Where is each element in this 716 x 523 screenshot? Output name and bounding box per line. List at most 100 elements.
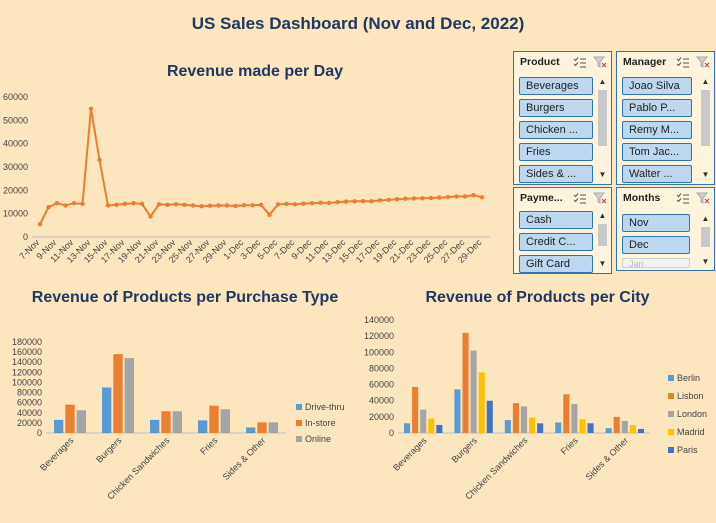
purchase-y-tick: 120000 — [12, 367, 42, 377]
months-item-nov[interactable]: Nov — [622, 214, 690, 232]
purchase-bar — [246, 427, 256, 433]
purchase-legend-label: In-store — [305, 418, 336, 428]
product-item-burgers[interactable]: Burgers — [519, 99, 593, 117]
city-legend-label: Berlin — [677, 373, 700, 383]
multi-select-icon[interactable] — [676, 191, 690, 204]
purchase-y-tick: 60000 — [17, 398, 42, 408]
city-bar — [504, 420, 511, 433]
revenue-point — [224, 203, 230, 208]
product-item-fries[interactable]: Fries — [519, 143, 593, 161]
city-y-tick: 100000 — [364, 347, 394, 357]
product-item-sides[interactable]: Sides & ... — [519, 165, 593, 183]
months-slicer[interactable]: Months Nov Dec Jan ▲ ▼ — [616, 187, 715, 271]
revenue-point — [360, 198, 366, 204]
revenue-point — [411, 196, 417, 201]
manager-item-1[interactable]: Joao Silva — [622, 77, 692, 95]
city-bar — [587, 423, 594, 433]
city-y-tick: 140000 — [364, 315, 394, 325]
revenue-point — [267, 212, 272, 218]
purchase-y-tick: 0 — [37, 428, 42, 438]
revenue-point — [437, 195, 442, 200]
payment-slicer[interactable]: Payme... Cash Credit C... Gift Card ▲ ▼ — [513, 187, 612, 274]
revenue-point — [156, 202, 162, 207]
manager-slicer-title: Manager — [623, 56, 667, 68]
manager-item-4[interactable]: Tom Jac... — [622, 143, 692, 161]
revenue-point — [309, 200, 315, 206]
revenue-point — [233, 203, 238, 209]
revenue-point — [190, 203, 196, 208]
city-legend-swatch — [668, 429, 674, 435]
line-y-tick: 60000 — [3, 92, 28, 102]
revenue-point — [462, 194, 468, 199]
purchase-y-tick: 180000 — [12, 337, 42, 347]
payment-scrollbar[interactable]: ▲ ▼ — [598, 211, 607, 268]
revenue-point — [292, 202, 298, 207]
purchase-bar — [209, 405, 219, 433]
manager-item-2[interactable]: Pablo P... — [622, 99, 692, 117]
months-item-jan[interactable]: Jan — [622, 258, 690, 268]
months-scrollbar[interactable]: ▲ ▼ — [701, 214, 710, 266]
revenue-point — [199, 204, 204, 209]
product-slicer[interactable]: Product Beverages Burgers Chicken ... Fr… — [513, 51, 612, 185]
purchase-bar — [268, 422, 278, 433]
revenue-point — [114, 202, 119, 207]
city-legend-label: Madrid — [677, 427, 705, 437]
revenue-point — [80, 201, 85, 207]
revenue-point — [394, 197, 400, 202]
purchase-bar — [113, 354, 123, 433]
clear-filter-icon[interactable] — [592, 55, 607, 68]
manager-item-5[interactable]: Walter ... — [622, 165, 692, 183]
revenue-point — [326, 200, 332, 206]
line-y-tick: 20000 — [3, 185, 28, 195]
months-item-dec[interactable]: Dec — [622, 236, 690, 254]
revenue-point — [46, 204, 51, 210]
revenue-point — [241, 203, 247, 208]
revenue-point — [369, 199, 374, 204]
city-bar — [512, 403, 519, 433]
city-category-label: Fries — [559, 435, 581, 457]
product-scrollbar[interactable]: ▲ ▼ — [598, 77, 607, 179]
purchase-y-tick: 140000 — [12, 357, 42, 367]
payment-item-cash[interactable]: Cash — [519, 211, 593, 229]
revenue-point — [420, 196, 425, 201]
line-y-tick: 40000 — [3, 139, 28, 149]
purchase-bar — [220, 409, 230, 433]
city-legend-label: Lisbon — [677, 391, 704, 401]
manager-slicer[interactable]: Manager Joao Silva Pablo P... Remy M... … — [616, 51, 715, 185]
city-bar — [462, 332, 469, 433]
revenue-point — [37, 221, 43, 227]
payment-item-credit[interactable]: Credit C... — [519, 233, 593, 251]
city-bar — [629, 424, 636, 433]
payment-item-giftcard[interactable]: Gift Card — [519, 255, 593, 273]
revenue-point — [139, 201, 145, 207]
city-bar — [436, 424, 443, 433]
city-legend-label: Paris — [677, 445, 698, 455]
city-bar — [404, 423, 411, 433]
city-y-tick: 120000 — [364, 331, 394, 341]
city-bar — [486, 400, 493, 433]
multi-select-icon[interactable] — [676, 55, 690, 68]
multi-select-icon[interactable] — [573, 55, 587, 68]
city-bar — [579, 419, 586, 433]
clear-filter-icon[interactable] — [695, 191, 710, 204]
revenue-point — [97, 157, 102, 163]
multi-select-icon[interactable] — [573, 191, 587, 204]
revenue-point — [335, 200, 340, 205]
clear-filter-icon[interactable] — [695, 55, 710, 68]
product-item-chicken[interactable]: Chicken ... — [519, 121, 593, 139]
revenue-point — [301, 201, 306, 206]
clear-filter-icon[interactable] — [592, 191, 607, 204]
purchase-bar — [161, 411, 171, 433]
manager-item-3[interactable]: Remy M... — [622, 121, 692, 139]
purchase-category-label: Burgers — [94, 435, 124, 465]
city-bar — [529, 417, 536, 433]
revenue-point — [386, 197, 391, 203]
manager-scrollbar[interactable]: ▲ ▼ — [701, 77, 710, 179]
revenue-point — [63, 203, 68, 208]
product-item-beverages[interactable]: Beverages — [519, 77, 593, 95]
city-bar — [428, 418, 435, 433]
purchase-type-chart-title: Revenue of Products per Purchase Type — [31, 289, 339, 306]
purchase-bar — [198, 420, 208, 433]
city-y-tick: 20000 — [369, 412, 394, 422]
revenue-point — [479, 195, 485, 200]
